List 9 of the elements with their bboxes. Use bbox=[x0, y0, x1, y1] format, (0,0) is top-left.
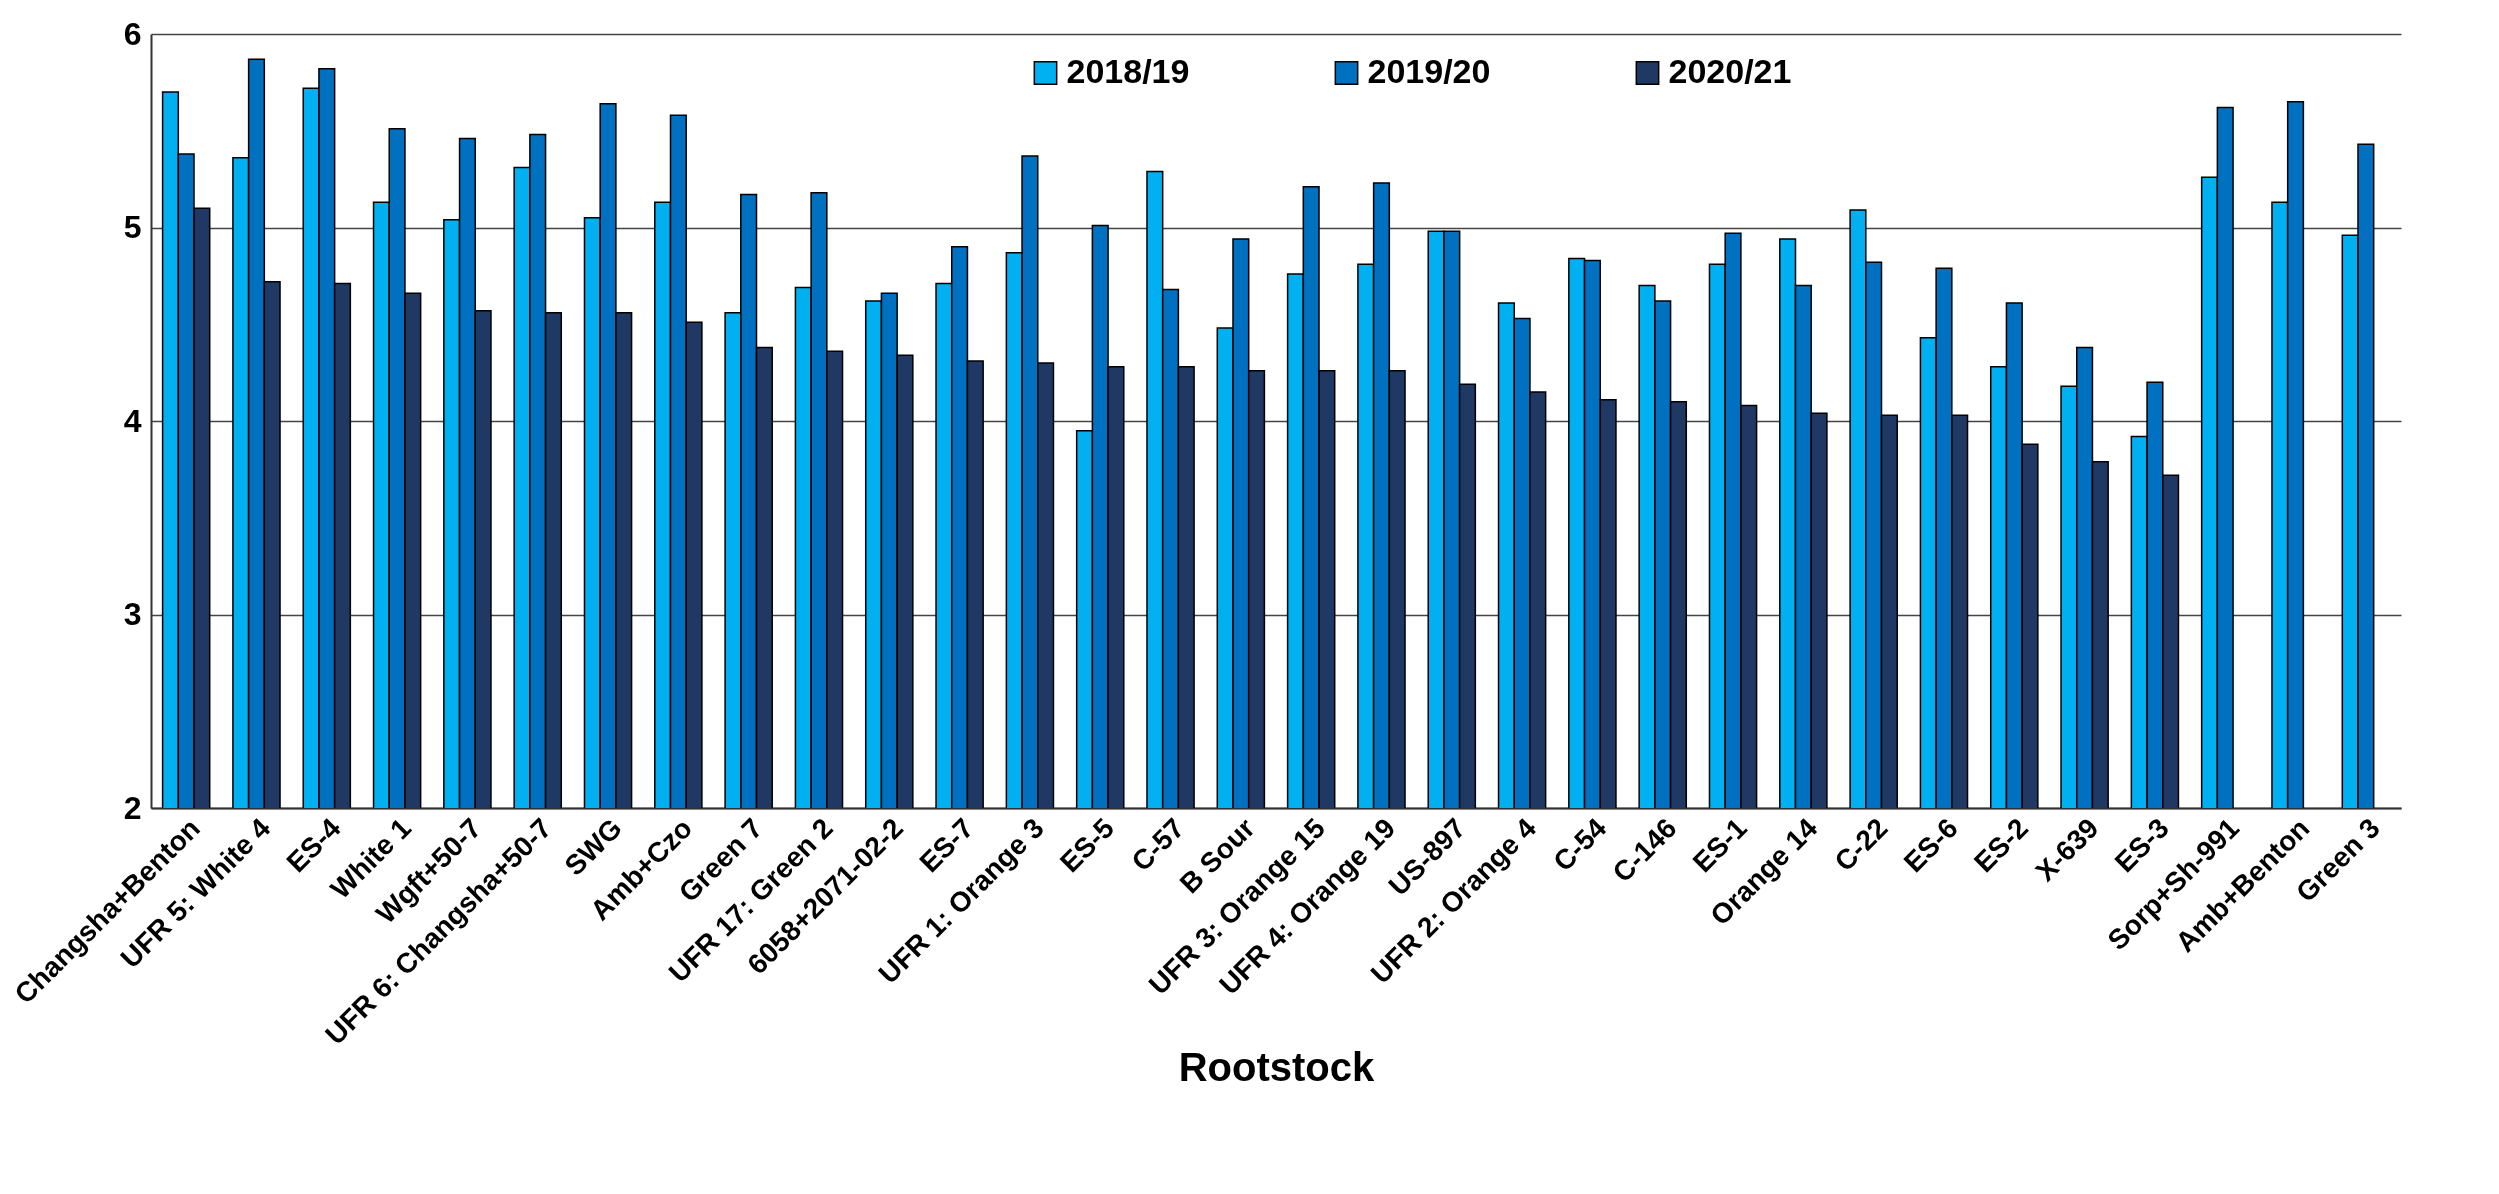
legend-label: 2020/21 bbox=[1668, 52, 1792, 90]
y-tick-label: 3 bbox=[123, 596, 142, 632]
y-tick-label: 5 bbox=[123, 209, 142, 245]
legend-label: 2018/19 bbox=[1066, 52, 1190, 90]
x-axis-title: Rootstock bbox=[1178, 1044, 1376, 1089]
y-tick-label: 2 bbox=[123, 789, 142, 826]
legend-label: 2019/20 bbox=[1367, 52, 1491, 90]
y-tick-label: 4 bbox=[123, 402, 142, 439]
y-tick-label: 6 bbox=[123, 15, 142, 52]
